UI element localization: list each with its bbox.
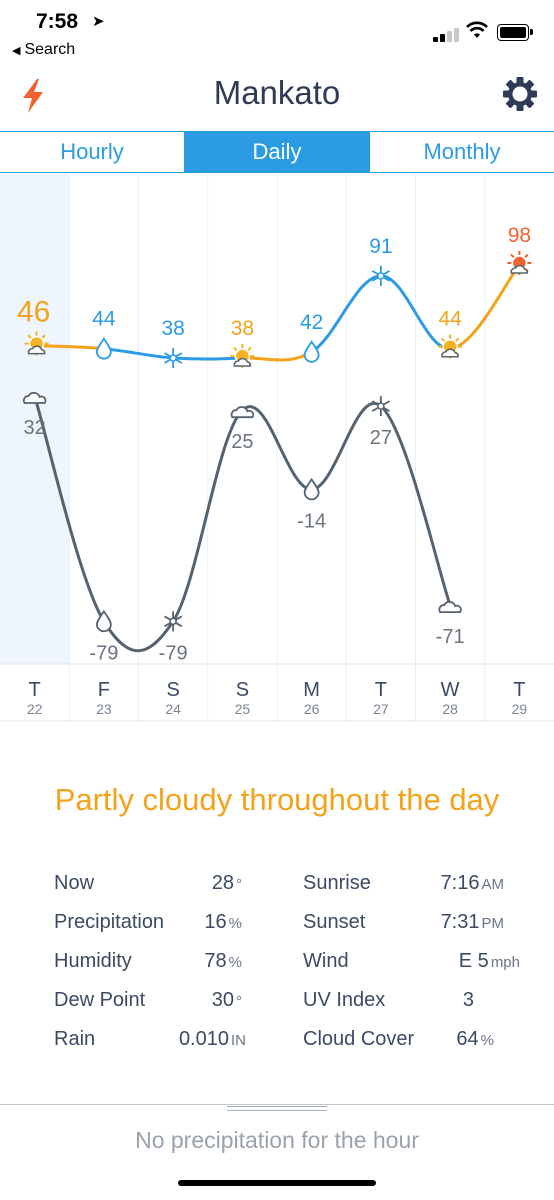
series-0-segment xyxy=(310,274,383,354)
day-date-label: 26 xyxy=(304,701,320,717)
day-date-label: 25 xyxy=(235,701,251,717)
cellular-signal-icon xyxy=(433,26,463,42)
wifi-icon xyxy=(466,21,488,38)
back-triangle-icon: ◀ xyxy=(12,45,21,57)
high-value-label: 38 xyxy=(161,317,184,340)
low-value-label: 27 xyxy=(370,427,392,449)
lightning-bolt-icon[interactable] xyxy=(20,78,46,114)
detail-row: Now 28 ° Sunrise 7:16 AM xyxy=(54,872,534,902)
daily-summary: Partly cloudy throughout the day xyxy=(54,782,500,817)
detail-row: Precipitation 16% Sunset 7:31 PM xyxy=(54,911,534,941)
low-icon-rain-drop xyxy=(95,609,112,633)
low-icon-cloudy xyxy=(23,391,47,404)
high-value-label: 91 xyxy=(369,235,392,258)
high-icon-snowflake xyxy=(164,348,183,368)
back-label: Search xyxy=(24,41,76,58)
home-indicator xyxy=(178,1180,376,1186)
day-letter-label: F xyxy=(98,679,110,701)
day-letter-label: S xyxy=(236,679,249,701)
cloud-cover-value: 64% xyxy=(456,1028,494,1050)
day-date-label: 29 xyxy=(512,701,528,717)
precipitation-value: 16% xyxy=(204,911,242,933)
selected-day-highlight xyxy=(0,174,70,664)
high-value-label: 44 xyxy=(92,308,116,331)
app-header: Mankato xyxy=(0,70,554,130)
high-icon-sunny-hot xyxy=(507,251,532,275)
low-value-label: -14 xyxy=(297,510,326,532)
day-letter-label: T xyxy=(29,679,41,701)
high-icon-partly-sunny xyxy=(230,344,255,368)
series-0-segment xyxy=(171,356,244,361)
drawer-handle[interactable] xyxy=(227,1106,327,1111)
humidity-label: Humidity xyxy=(54,950,132,972)
detail-row: Dew Point 30 ° UV Index 3 xyxy=(54,989,534,1019)
tab-hourly[interactable]: Hourly xyxy=(0,132,185,172)
gear-icon[interactable] xyxy=(500,74,540,114)
low-value-label: -79 xyxy=(159,642,188,664)
day-date-label: 22 xyxy=(27,701,43,717)
low-value-label: -79 xyxy=(89,642,118,664)
uv-index-value: 3 xyxy=(462,989,474,1011)
high-icon-snowflake xyxy=(371,265,390,286)
sunrise-label: Sunrise xyxy=(303,872,371,894)
low-value-label: 25 xyxy=(231,431,253,453)
low-icon-snowflake xyxy=(164,611,183,632)
uv-index-label: UV Index xyxy=(303,989,386,1011)
wind-label: Wind xyxy=(303,950,349,972)
low-icon-snowflake xyxy=(371,396,390,417)
high-value-label: 38 xyxy=(231,317,254,340)
day-letter-label: T xyxy=(513,679,525,701)
status-time: 7:58 xyxy=(36,10,79,33)
tab-daily[interactable]: Daily xyxy=(185,132,370,172)
high-icon-rain-drop xyxy=(95,337,112,360)
day-date-label: 28 xyxy=(442,701,458,717)
low-value-label: -71 xyxy=(436,626,465,648)
high-value-label: 44 xyxy=(438,308,462,331)
low-value-label: 32 xyxy=(24,417,46,439)
high-icon-partly-sunny xyxy=(438,334,463,359)
battery-icon xyxy=(497,24,533,41)
day-date-label: 27 xyxy=(373,701,389,717)
humidity-value: 78% xyxy=(204,950,242,972)
high-icon-rain-drop xyxy=(303,340,320,363)
back-to-search-link[interactable]: ◀ Search xyxy=(12,41,75,59)
detail-row: Humidity 78% Wind E 5 mph xyxy=(54,950,534,980)
day-letter-label: T xyxy=(375,679,387,701)
status-bar: 7:58 ➤ ◀ Search xyxy=(0,0,554,70)
precipitation-label: Precipitation xyxy=(54,911,165,933)
day-letter-label: W xyxy=(441,679,460,701)
sunrise-value: 7:16 AM xyxy=(440,872,504,894)
precipitation-message: No precipitation for the hour xyxy=(135,1127,419,1153)
low-icon-cloudy xyxy=(438,601,462,613)
dew-point-value: 30 ° xyxy=(211,989,242,1011)
day-date-label: 23 xyxy=(96,701,112,717)
sunset-value: 7:31 PM xyxy=(440,911,504,933)
high-value-label: 42 xyxy=(300,311,323,334)
rain-value: 0.010 IN xyxy=(178,1028,246,1050)
view-tabs: Hourly Daily Monthly xyxy=(0,131,554,173)
detail-row: Rain 0.010 IN Cloud Cover 64% xyxy=(54,1028,534,1058)
cloud-cover-label: Cloud Cover xyxy=(303,1028,415,1050)
low-icon-cloudy xyxy=(230,406,255,419)
now-value: 28 ° xyxy=(211,872,242,894)
wind-value: E 5 mph xyxy=(458,950,520,972)
low-icon-rain-drop xyxy=(303,477,320,501)
high-value-label: 46 xyxy=(17,296,50,329)
day-date-label: 24 xyxy=(165,701,181,717)
high-value-label: 98 xyxy=(508,224,531,247)
rain-label: Rain xyxy=(54,1028,96,1050)
footer-divider xyxy=(0,1104,554,1105)
page-title: Mankato xyxy=(213,74,341,111)
day-letter-label: M xyxy=(303,679,320,701)
now-label: Now xyxy=(54,872,95,894)
dew-point-label: Dew Point xyxy=(54,989,146,1011)
sunset-label: Sunset xyxy=(303,911,366,933)
day-letter-label: S xyxy=(166,679,179,701)
high-icon-partly-sunny xyxy=(24,331,49,356)
location-arrow-icon: ➤ xyxy=(92,13,105,30)
tab-monthly[interactable]: Monthly xyxy=(423,139,501,164)
